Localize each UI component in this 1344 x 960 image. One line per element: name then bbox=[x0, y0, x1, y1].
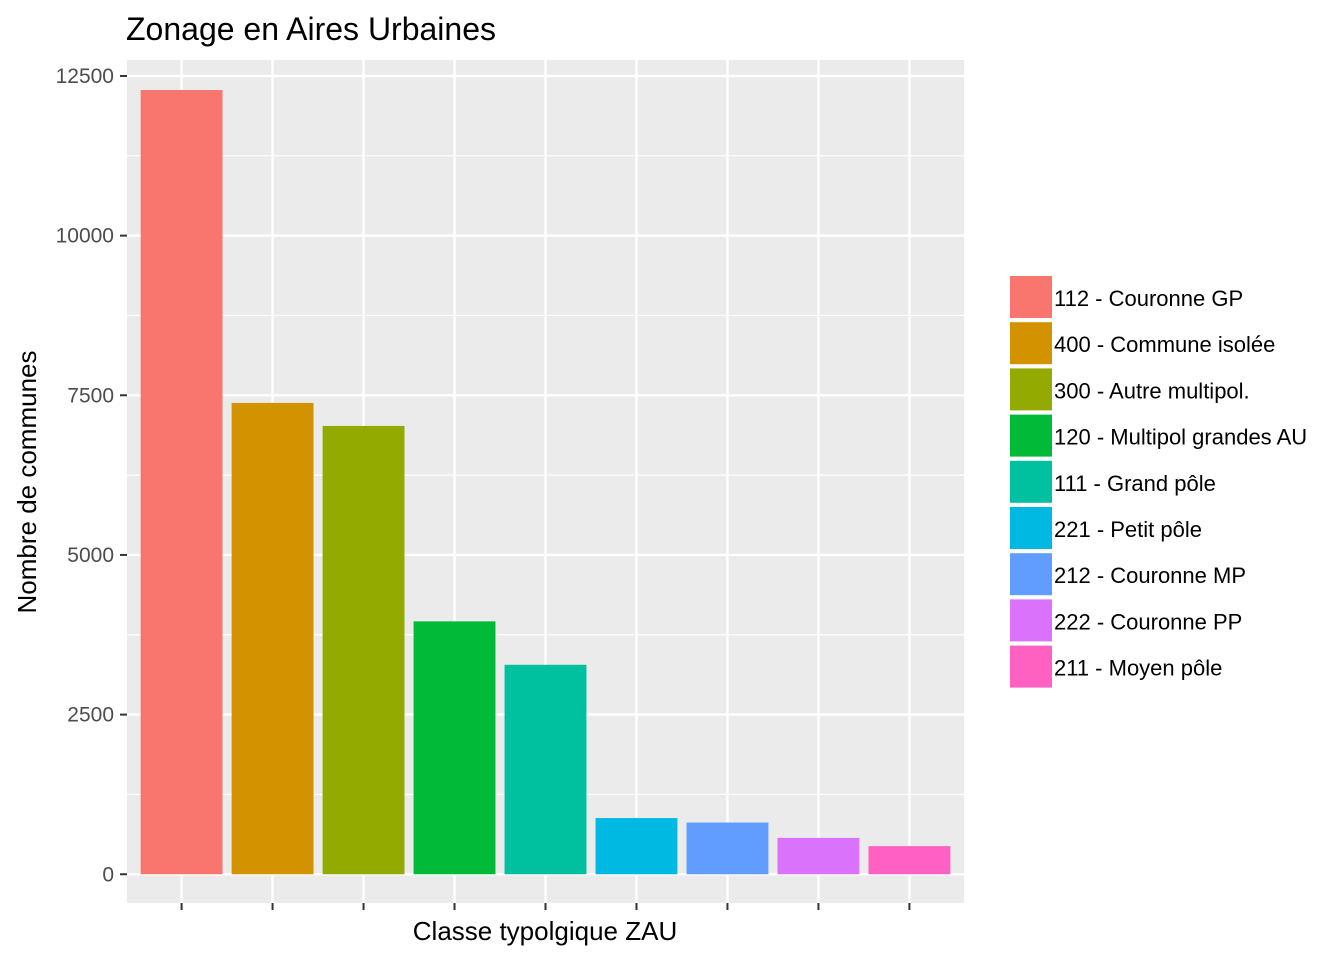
y-tick-label: 12500 bbox=[56, 65, 114, 88]
bar bbox=[595, 818, 678, 875]
legend-key bbox=[1010, 553, 1052, 596]
bar bbox=[868, 846, 951, 875]
legend-label: 112 - Couronne GP bbox=[1054, 286, 1243, 311]
legend-key bbox=[1010, 507, 1052, 549]
legend-key bbox=[1010, 322, 1052, 365]
legend-label: 212 - Couronne MP bbox=[1054, 563, 1246, 588]
legend: 112 - Couronne GP 400 - Commune isolée 300… bbox=[1010, 276, 1307, 688]
y-tick-label: 7500 bbox=[67, 384, 114, 407]
y-axis-title: Nombre de communes bbox=[12, 351, 42, 614]
chart-title: Zonage en Aires Urbaines bbox=[126, 11, 496, 47]
legend-key bbox=[1010, 276, 1052, 318]
legend-label: 300 - Autre multipol. bbox=[1054, 378, 1250, 403]
bars bbox=[140, 90, 951, 875]
bar bbox=[231, 402, 314, 875]
y-tick-label: 2500 bbox=[67, 704, 114, 727]
y-tick-label: 5000 bbox=[67, 544, 114, 567]
bar bbox=[686, 822, 769, 875]
legend-label: 221 - Petit pôle bbox=[1054, 517, 1202, 542]
bar bbox=[504, 664, 587, 875]
legend-label: 400 - Commune isolée bbox=[1054, 332, 1275, 357]
y-tick-label: 10000 bbox=[56, 225, 114, 248]
bar bbox=[322, 425, 405, 875]
legend-label: 111 - Grand pôle bbox=[1054, 471, 1216, 496]
legend-key bbox=[1010, 414, 1052, 457]
bar bbox=[777, 837, 860, 875]
legend-key bbox=[1010, 599, 1052, 642]
legend-label: 120 - Multipol grandes AU bbox=[1054, 425, 1307, 450]
legend-label: 211 - Moyen pôle bbox=[1054, 656, 1222, 681]
legend-label: 222 - Couronne PP bbox=[1054, 609, 1242, 634]
bar bbox=[140, 90, 223, 875]
legend-key bbox=[1010, 368, 1052, 411]
legend-key bbox=[1010, 460, 1052, 503]
y-tick-label: 0 bbox=[102, 863, 114, 886]
axes: 0 2500 5000 7500 10000 12500 bbox=[56, 65, 911, 910]
legend-key bbox=[1010, 645, 1052, 688]
bar bbox=[413, 621, 496, 875]
x-axis-title: Classe typolgique ZAU bbox=[413, 916, 677, 946]
